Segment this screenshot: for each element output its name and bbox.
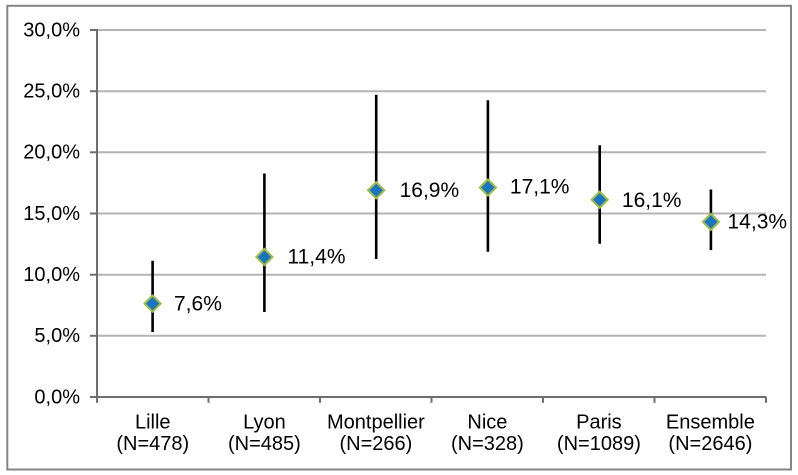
- svg-text:Ensemble: Ensemble: [666, 411, 755, 433]
- svg-text:Nice: Nice: [467, 411, 507, 433]
- svg-text:25,0%: 25,0%: [23, 81, 80, 103]
- svg-text:(N=328): (N=328): [451, 433, 524, 455]
- svg-text:17,1%: 17,1%: [510, 176, 570, 199]
- svg-text:5,0%: 5,0%: [34, 325, 80, 347]
- svg-text:16,1%: 16,1%: [622, 189, 682, 212]
- svg-text:Paris: Paris: [576, 411, 622, 433]
- svg-text:Lille: Lille: [135, 411, 171, 433]
- svg-text:(N=2646): (N=2646): [668, 433, 752, 455]
- svg-text:14,3%: 14,3%: [728, 211, 788, 234]
- svg-text:10,0%: 10,0%: [23, 264, 80, 286]
- svg-text:30,0%: 30,0%: [23, 19, 80, 41]
- svg-text:(N=266): (N=266): [339, 433, 412, 455]
- svg-text:7,6%: 7,6%: [174, 292, 222, 315]
- svg-text:16,9%: 16,9%: [400, 179, 460, 202]
- svg-text:20,0%: 20,0%: [23, 142, 80, 164]
- svg-text:0,0%: 0,0%: [34, 386, 80, 408]
- svg-text:11,4%: 11,4%: [288, 246, 346, 269]
- svg-text:(N=478): (N=478): [116, 433, 189, 455]
- svg-text:Lyon: Lyon: [243, 411, 286, 433]
- svg-text:Montpellier: Montpellier: [327, 411, 425, 433]
- svg-text:15,0%: 15,0%: [23, 203, 80, 225]
- svg-text:(N=485): (N=485): [228, 433, 301, 455]
- svg-text:(N=1089): (N=1089): [557, 433, 641, 455]
